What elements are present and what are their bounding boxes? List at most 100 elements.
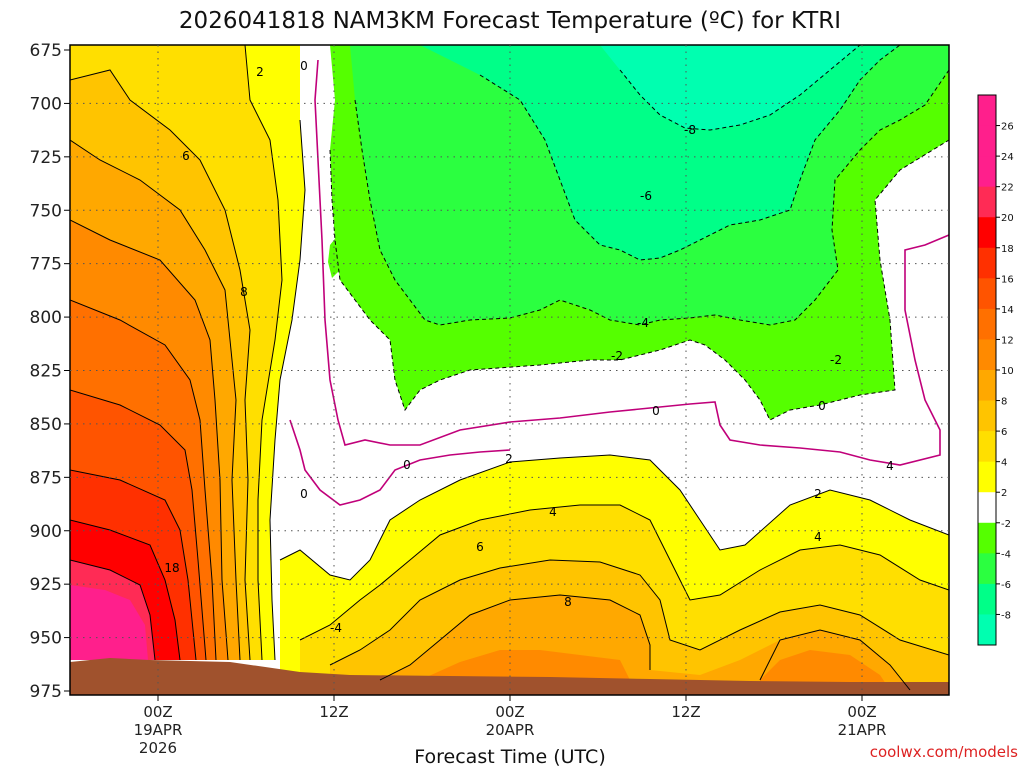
contour-label: -4 — [330, 621, 342, 635]
colorbar-swatch — [978, 614, 996, 646]
colorbar-swatch — [978, 95, 996, 127]
contour-line — [479, 45, 901, 261]
colorbar-label: 26 — [1001, 122, 1014, 133]
colorbar-swatch — [978, 217, 996, 249]
y-tick-label: 675 — [30, 41, 62, 61]
contour-line — [70, 519, 181, 661]
contour-label: 0 — [818, 399, 826, 413]
contour-label: 4 — [886, 459, 894, 473]
colorbar-swatch — [978, 156, 996, 188]
contour-label: 0 — [300, 59, 308, 73]
contour-label: -8 — [684, 123, 696, 137]
contour-label: 2 — [505, 452, 513, 466]
colorbar: 26 24 22 20 18 16 14 12 10 8 6 4 2 -2 -4 -6 -8 — [977, 94, 1014, 646]
colorbar-label: 4 — [1001, 458, 1007, 469]
colorbar-label: 16 — [1001, 274, 1014, 285]
gridlines — [70, 45, 949, 695]
contour-line — [244, 45, 283, 661]
contour-line — [379, 594, 911, 691]
contour-label: 2 — [814, 487, 822, 501]
region-temp-below-minus8 — [600, 45, 860, 130]
y-axis: 675 700 725 750 775 800 825 850 875 900 925 950 975 — [30, 41, 70, 702]
colorbar-label: 6 — [1001, 427, 1007, 438]
region-temp-minus2-island — [328, 235, 345, 278]
contour-label: 6 — [182, 149, 190, 163]
colorbar-swatch — [978, 461, 996, 493]
colorbar-swatch — [978, 492, 996, 524]
y-tick-label: 775 — [30, 255, 62, 275]
contour-line — [314, 59, 949, 466]
zero-isotherm — [289, 59, 949, 506]
x-tick-label: 21APR — [838, 721, 887, 739]
colorbar-swatch — [978, 522, 996, 554]
contour-line — [269, 119, 306, 661]
x-axis-label: Forecast Time (UTC) — [414, 746, 605, 768]
contour-line — [329, 559, 949, 666]
colorbar-label: 8 — [1001, 397, 1007, 408]
colorbar-swatch — [978, 308, 996, 340]
y-tick-label: 850 — [30, 415, 62, 435]
colorbar-swatch — [978, 400, 996, 432]
colorbar-label: 12 — [1001, 335, 1014, 346]
colorbar-swatch — [978, 186, 996, 218]
y-tick-label: 925 — [30, 575, 62, 595]
y-tick-label: 875 — [30, 468, 62, 488]
contour-label: 2 — [256, 65, 264, 79]
colorbar-swatch — [978, 583, 996, 615]
contour-label: 0 — [652, 404, 660, 418]
contour-line — [70, 219, 229, 661]
plot-area — [70, 45, 949, 695]
contour-line — [70, 139, 241, 661]
contour-label: 8 — [564, 595, 572, 609]
contour-lines-negative — [329, 45, 949, 421]
contour-line — [299, 504, 949, 641]
contour-label: 8 — [240, 285, 248, 299]
contour-line — [619, 45, 861, 131]
contour-line — [70, 299, 217, 661]
colorbar-label: 10 — [1001, 366, 1014, 377]
x-tick-label: 12Z — [319, 703, 348, 721]
colorbar-label: -4 — [1001, 549, 1011, 560]
x-tick-label: 19APR — [134, 721, 183, 739]
contour-label: -6 — [640, 189, 652, 203]
x-tick-label: 2026 — [139, 739, 177, 757]
chart-title: 2026041818 NAM3KM Forecast Temperature (… — [179, 8, 841, 34]
y-tick-label: 825 — [30, 362, 62, 382]
colorbar-label: 20 — [1001, 213, 1014, 224]
contour-label: -4 — [637, 316, 649, 330]
contour-line — [289, 419, 511, 506]
colorbar-label: 18 — [1001, 244, 1014, 255]
contour-line — [70, 69, 251, 661]
colorbar-swatch — [978, 431, 996, 463]
colorbar-label: -8 — [1001, 610, 1011, 621]
colorbar-swatch — [978, 370, 996, 402]
contour-line — [70, 559, 156, 661]
region-temp-24-26 — [70, 585, 148, 660]
colorbar-swatch — [978, 553, 996, 585]
contour-label: 18 — [164, 561, 179, 575]
contour-label: -2 — [830, 353, 842, 367]
contour-label: -2 — [611, 349, 623, 363]
contour-line — [354, 69, 949, 326]
contour-line — [279, 454, 949, 581]
contour-label: 0 — [300, 487, 308, 501]
y-tick-label: 900 — [30, 522, 62, 542]
y-tick-label: 725 — [30, 148, 62, 168]
credit-text: coolwx.com/models — [870, 743, 1018, 761]
x-tick-label: 12Z — [671, 703, 700, 721]
y-tick-label: 750 — [30, 201, 62, 221]
colorbar-label: 24 — [1001, 152, 1014, 163]
contour-label: 6 — [476, 540, 484, 554]
contour-label: 0 — [403, 458, 411, 472]
colorbar-label: 2 — [1001, 488, 1007, 499]
y-tick-label: 800 — [30, 308, 62, 328]
x-tick-label: 00Z — [495, 703, 524, 721]
colorbar-label: -6 — [1001, 580, 1011, 591]
contour-lines — [70, 45, 949, 691]
colorbar-swatch — [978, 339, 996, 371]
contour-label: 4 — [814, 530, 822, 544]
y-tick-label: 975 — [30, 682, 62, 702]
x-tick-label: 00Z — [143, 703, 172, 721]
